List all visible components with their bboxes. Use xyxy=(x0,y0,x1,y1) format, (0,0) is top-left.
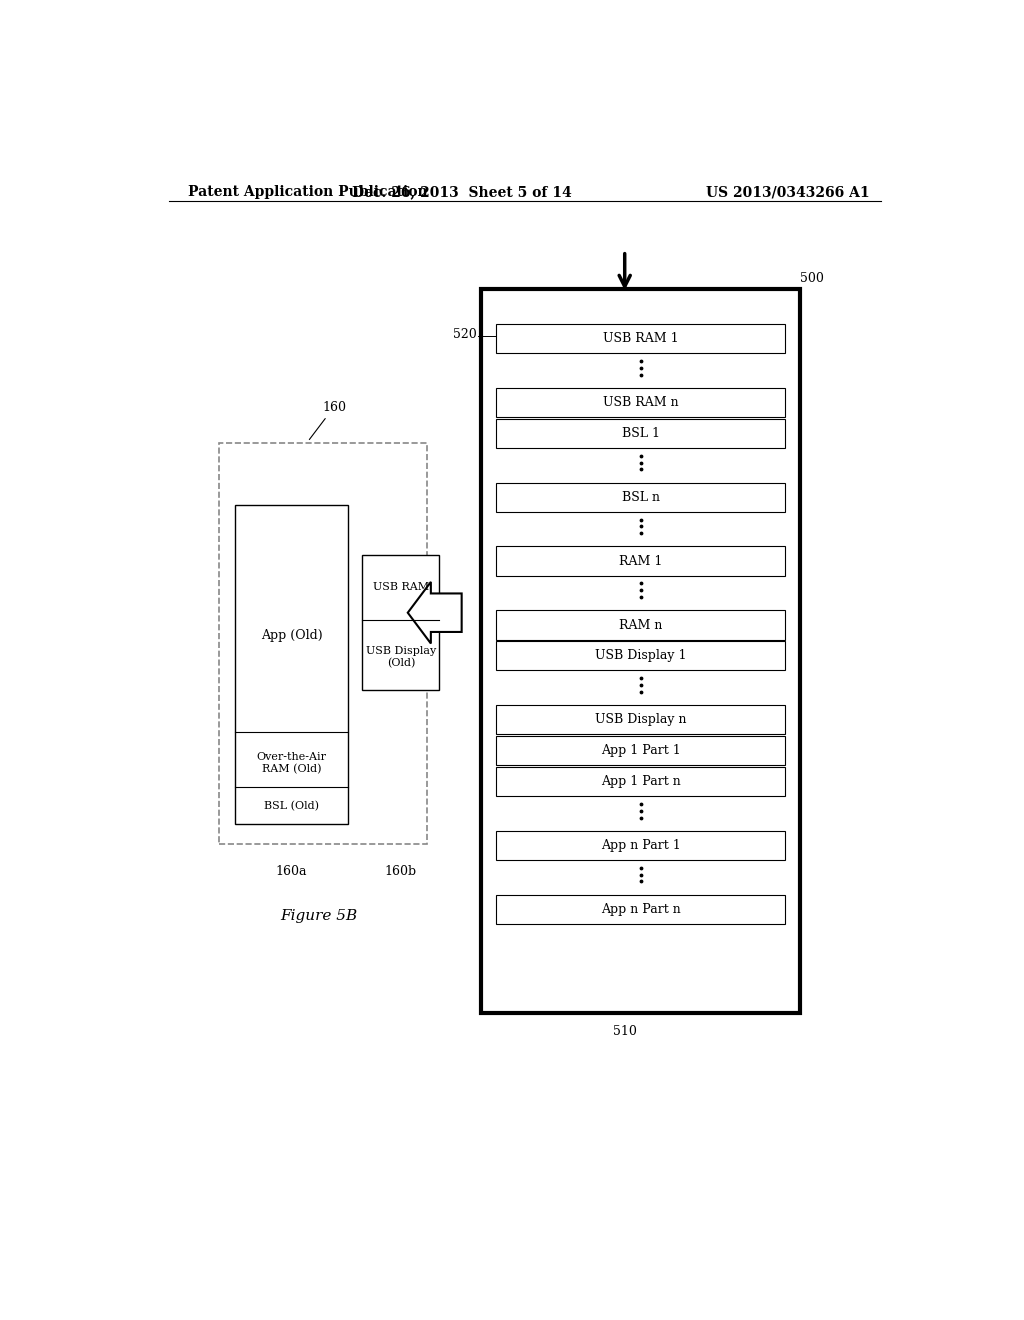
Text: 510: 510 xyxy=(612,1024,637,1038)
Text: USB RAM: USB RAM xyxy=(373,582,429,593)
Bar xyxy=(497,642,785,671)
Text: 500: 500 xyxy=(801,272,824,285)
Bar xyxy=(481,289,801,1014)
Text: 520: 520 xyxy=(454,327,477,341)
Text: Patent Application Publication: Patent Application Publication xyxy=(188,185,428,199)
Bar xyxy=(497,323,785,354)
Text: Over-the-Air
RAM (Old): Over-the-Air RAM (Old) xyxy=(256,752,327,774)
Bar xyxy=(497,737,785,766)
Bar xyxy=(497,388,785,417)
Text: USB RAM n: USB RAM n xyxy=(603,396,679,409)
Text: BSL 1: BSL 1 xyxy=(622,426,659,440)
Bar xyxy=(497,483,785,512)
Text: 160a: 160a xyxy=(275,866,307,878)
Text: BSL n: BSL n xyxy=(622,491,659,504)
Bar xyxy=(497,895,785,924)
Text: RAM 1: RAM 1 xyxy=(618,554,663,568)
Text: App (Old): App (Old) xyxy=(261,630,323,643)
Bar xyxy=(497,546,785,576)
Text: US 2013/0343266 A1: US 2013/0343266 A1 xyxy=(707,185,869,199)
Bar xyxy=(219,444,427,843)
Text: USB Display
(Old): USB Display (Old) xyxy=(366,647,436,668)
Text: App 1 Part n: App 1 Part n xyxy=(601,775,681,788)
Text: App n Part 1: App n Part 1 xyxy=(601,838,681,851)
Bar xyxy=(497,418,785,447)
Bar xyxy=(497,610,785,640)
Text: USB RAM 1: USB RAM 1 xyxy=(603,333,679,345)
Text: USB Display n: USB Display n xyxy=(595,713,686,726)
Text: BSL (Old): BSL (Old) xyxy=(264,801,319,810)
Text: App n Part n: App n Part n xyxy=(601,903,681,916)
Bar xyxy=(362,554,439,689)
Text: 160: 160 xyxy=(323,401,346,414)
Text: USB Display 1: USB Display 1 xyxy=(595,649,686,663)
Text: RAM n: RAM n xyxy=(618,619,663,631)
Text: 160b: 160b xyxy=(385,866,417,878)
Bar xyxy=(234,506,348,825)
Bar xyxy=(497,767,785,796)
Text: Figure 5B: Figure 5B xyxy=(281,909,357,923)
Polygon shape xyxy=(408,582,462,644)
Bar xyxy=(497,705,785,734)
Bar xyxy=(497,830,785,859)
Text: App 1 Part 1: App 1 Part 1 xyxy=(601,744,681,758)
Text: Dec. 26, 2013  Sheet 5 of 14: Dec. 26, 2013 Sheet 5 of 14 xyxy=(352,185,571,199)
